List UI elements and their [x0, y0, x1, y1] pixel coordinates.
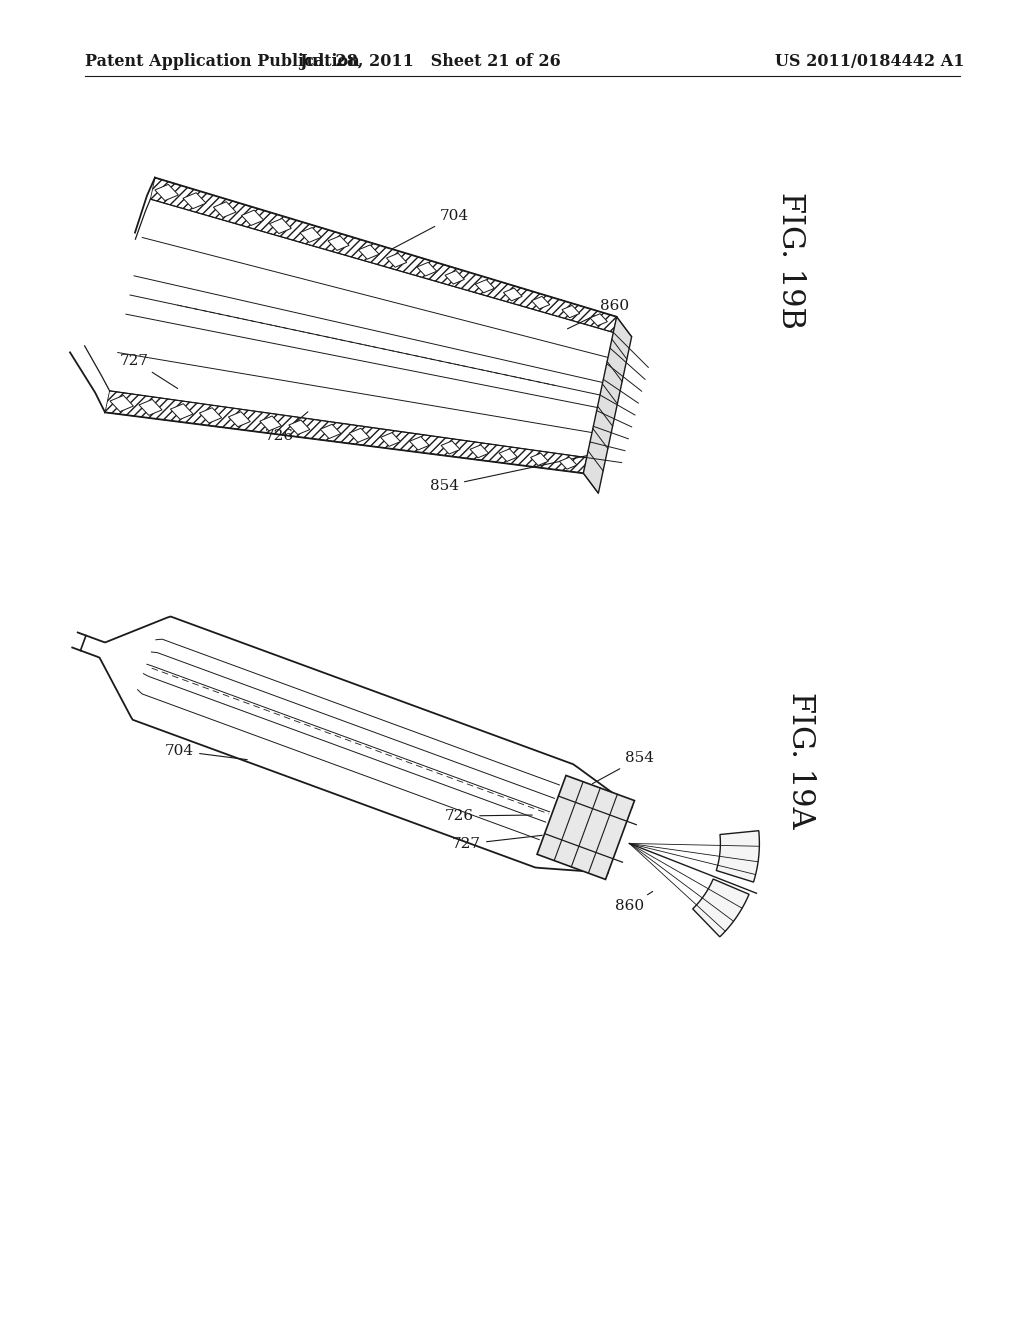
Text: 854: 854	[430, 455, 588, 492]
Polygon shape	[110, 199, 613, 458]
Polygon shape	[200, 408, 221, 424]
Polygon shape	[692, 879, 749, 937]
Text: 854: 854	[593, 751, 654, 784]
Text: 860: 860	[615, 891, 652, 913]
Polygon shape	[183, 193, 206, 209]
Polygon shape	[242, 210, 264, 226]
Text: 704: 704	[392, 209, 469, 248]
Polygon shape	[269, 219, 292, 234]
Text: 860: 860	[567, 300, 629, 329]
Polygon shape	[559, 457, 577, 469]
Polygon shape	[504, 288, 522, 301]
Text: US 2011/0184442 A1: US 2011/0184442 A1	[775, 54, 965, 70]
Text: 726: 726	[265, 412, 308, 444]
Polygon shape	[321, 424, 341, 438]
Polygon shape	[110, 396, 133, 412]
Polygon shape	[228, 412, 250, 426]
Polygon shape	[441, 441, 460, 454]
Polygon shape	[417, 263, 436, 276]
Text: FIG. 19B: FIG. 19B	[774, 191, 806, 329]
Text: 727: 727	[452, 836, 543, 851]
Polygon shape	[499, 449, 517, 462]
Polygon shape	[349, 428, 370, 442]
Polygon shape	[716, 830, 760, 882]
Polygon shape	[155, 185, 178, 201]
Polygon shape	[170, 404, 194, 420]
Polygon shape	[300, 227, 322, 243]
Polygon shape	[151, 178, 616, 333]
Polygon shape	[475, 280, 495, 293]
Polygon shape	[289, 420, 310, 434]
Polygon shape	[386, 253, 407, 267]
Polygon shape	[470, 445, 488, 458]
Polygon shape	[445, 271, 465, 284]
Polygon shape	[105, 391, 587, 474]
Polygon shape	[584, 317, 632, 494]
Text: 704: 704	[165, 744, 247, 759]
Text: Jul. 28, 2011   Sheet 21 of 26: Jul. 28, 2011 Sheet 21 of 26	[299, 54, 561, 70]
Polygon shape	[531, 297, 550, 309]
Text: FIG. 19A: FIG. 19A	[784, 692, 815, 829]
Polygon shape	[213, 202, 237, 218]
Polygon shape	[358, 246, 379, 259]
Polygon shape	[590, 314, 607, 326]
Polygon shape	[73, 616, 632, 873]
Polygon shape	[530, 453, 548, 466]
Polygon shape	[328, 236, 349, 251]
Polygon shape	[562, 305, 580, 318]
Text: Patent Application Publication: Patent Application Publication	[85, 54, 359, 70]
Polygon shape	[381, 433, 400, 446]
Polygon shape	[139, 400, 162, 416]
Text: 727: 727	[120, 354, 177, 388]
Polygon shape	[260, 416, 282, 430]
Text: 726: 726	[445, 809, 532, 822]
Polygon shape	[410, 437, 429, 450]
Polygon shape	[537, 775, 635, 879]
